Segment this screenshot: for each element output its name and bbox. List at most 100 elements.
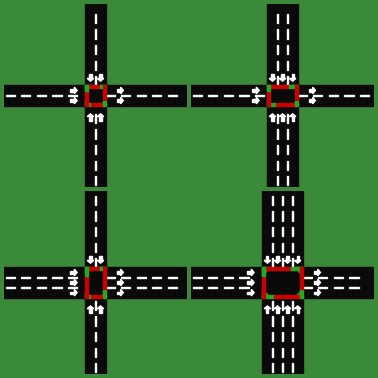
Bar — [116, 282, 121, 284]
Bar — [262, 267, 303, 297]
Polygon shape — [318, 289, 321, 296]
Bar — [277, 45, 278, 54]
Bar — [95, 14, 96, 23]
Bar — [272, 258, 273, 267]
Polygon shape — [256, 87, 259, 94]
Bar — [313, 95, 322, 96]
Bar — [85, 91, 88, 105]
Polygon shape — [284, 306, 291, 309]
Bar — [70, 291, 74, 294]
Bar — [314, 291, 318, 294]
Bar — [95, 316, 96, 325]
Bar — [99, 116, 102, 121]
Bar — [21, 287, 30, 288]
Bar — [253, 99, 256, 102]
Bar — [68, 277, 77, 278]
Bar — [37, 287, 46, 288]
Bar — [37, 277, 46, 278]
Bar — [89, 256, 91, 260]
Bar — [193, 277, 202, 278]
Polygon shape — [279, 114, 286, 116]
Bar — [297, 85, 376, 105]
Bar — [68, 287, 77, 288]
Polygon shape — [318, 279, 321, 286]
Polygon shape — [294, 289, 303, 297]
Polygon shape — [97, 306, 104, 309]
Bar — [291, 267, 303, 270]
Bar — [297, 256, 299, 260]
Bar — [297, 95, 307, 96]
Bar — [239, 287, 249, 288]
Polygon shape — [294, 260, 301, 263]
Polygon shape — [251, 269, 254, 276]
Bar — [292, 363, 293, 372]
Polygon shape — [289, 114, 296, 116]
Bar — [85, 295, 91, 297]
Bar — [267, 91, 270, 105]
Polygon shape — [264, 306, 271, 309]
Polygon shape — [269, 78, 276, 81]
Bar — [89, 74, 91, 78]
Bar — [295, 99, 297, 105]
Bar — [267, 2, 297, 85]
Bar — [121, 95, 130, 96]
Bar — [350, 287, 359, 288]
Polygon shape — [289, 78, 296, 81]
Polygon shape — [100, 292, 105, 297]
Bar — [208, 287, 217, 288]
Bar — [85, 85, 105, 105]
Bar — [95, 258, 96, 267]
Polygon shape — [274, 260, 281, 263]
Bar — [287, 29, 288, 39]
Bar — [292, 301, 293, 310]
Bar — [292, 227, 293, 236]
Bar — [95, 60, 96, 70]
Polygon shape — [97, 114, 104, 116]
Polygon shape — [87, 306, 94, 309]
Bar — [85, 85, 88, 91]
Polygon shape — [87, 260, 94, 263]
Bar — [116, 271, 121, 274]
Bar — [137, 95, 146, 96]
Bar — [37, 95, 46, 96]
Bar — [95, 45, 96, 54]
Polygon shape — [251, 279, 254, 286]
Polygon shape — [313, 87, 316, 94]
Bar — [99, 256, 102, 260]
Bar — [334, 277, 343, 278]
Bar — [292, 258, 293, 267]
Bar — [314, 271, 318, 274]
Bar — [272, 196, 273, 205]
Bar — [277, 29, 278, 39]
Bar — [262, 295, 274, 297]
Bar — [95, 363, 96, 372]
Bar — [344, 95, 353, 96]
Bar — [287, 309, 289, 313]
Bar — [276, 103, 297, 105]
Bar — [291, 74, 294, 78]
Bar — [303, 277, 312, 278]
Bar — [68, 95, 77, 96]
Bar — [95, 332, 96, 341]
Bar — [282, 258, 283, 267]
Bar — [309, 89, 313, 91]
Bar — [121, 287, 130, 288]
Bar — [247, 291, 251, 294]
Bar — [271, 116, 274, 121]
Bar — [297, 309, 299, 313]
Bar — [271, 74, 274, 78]
Polygon shape — [262, 289, 271, 297]
Bar — [224, 95, 233, 96]
Polygon shape — [267, 85, 273, 91]
Bar — [287, 114, 288, 123]
Polygon shape — [264, 260, 271, 263]
Polygon shape — [267, 100, 273, 105]
Polygon shape — [121, 289, 123, 296]
Bar — [85, 189, 105, 267]
Bar — [272, 301, 273, 310]
Bar — [95, 129, 96, 139]
Bar — [89, 309, 91, 313]
Bar — [85, 85, 99, 88]
Bar — [262, 267, 291, 270]
Bar — [95, 348, 96, 357]
